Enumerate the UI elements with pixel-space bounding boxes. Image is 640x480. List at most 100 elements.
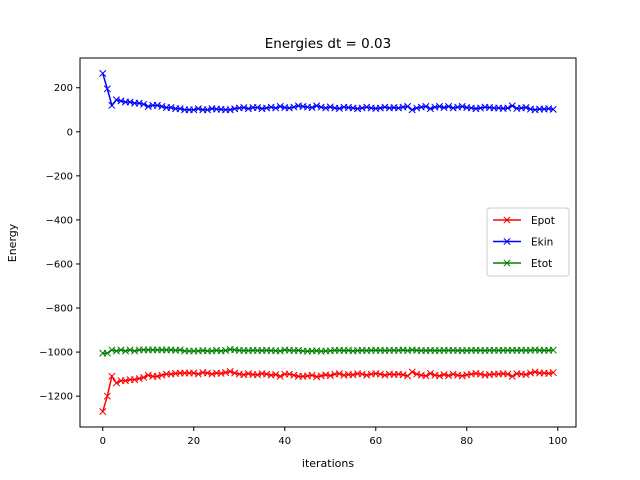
data-point-ekin <box>190 106 198 114</box>
data-point-ekin <box>103 85 111 93</box>
data-point-epot <box>449 370 457 378</box>
data-point-etot <box>108 346 116 354</box>
data-point-epot <box>240 371 248 379</box>
data-point-epot <box>194 370 202 378</box>
data-point-epot <box>408 368 416 376</box>
data-point-epot <box>208 370 216 378</box>
y-tick-label: −1000 <box>39 348 73 359</box>
data-point-epot <box>363 371 371 379</box>
data-point-epot <box>144 371 152 379</box>
data-point-epot <box>112 379 120 387</box>
series-line-ekin <box>102 73 554 111</box>
data-point-epot <box>435 372 444 380</box>
data-point-ekin <box>445 102 453 111</box>
data-point-epot <box>522 371 530 379</box>
data-point-etot <box>549 346 557 354</box>
series-etot <box>99 345 557 357</box>
legend-marker-epot <box>503 216 511 224</box>
y-tick-label: −200 <box>46 171 73 182</box>
data-point-epot <box>358 370 366 378</box>
data-point-ekin <box>276 102 284 111</box>
data-point-epot <box>99 408 107 416</box>
data-point-ekin <box>99 69 107 77</box>
y-tick-label: 200 <box>54 83 73 94</box>
data-point-ekin <box>158 102 166 111</box>
data-point-etot <box>117 346 125 354</box>
data-point-etot <box>112 347 120 355</box>
data-point-ekin <box>108 101 116 109</box>
series-line-epot <box>102 370 554 412</box>
data-point-epot <box>445 372 453 380</box>
data-point-epot <box>272 371 280 379</box>
series-line-etot <box>102 348 554 354</box>
data-point-ekin <box>308 104 316 112</box>
data-point-epot <box>413 370 421 378</box>
data-point-ekin <box>426 105 434 113</box>
data-point-ekin <box>508 102 516 110</box>
data-point-epot <box>222 369 230 377</box>
y-tick-label: 0 <box>67 127 73 138</box>
data-point-ekin <box>135 99 143 107</box>
data-point-epot <box>549 369 557 377</box>
data-point-ekin <box>226 106 234 114</box>
data-point-etot <box>131 347 139 355</box>
data-point-epot <box>108 372 116 380</box>
data-point-epot <box>335 370 343 378</box>
x-tick-label: 20 <box>187 436 200 447</box>
x-tick-label: 60 <box>369 436 382 447</box>
legend-label-epot: Epot <box>531 215 555 227</box>
y-tick-label: −1200 <box>39 392 73 403</box>
data-point-ekin <box>112 96 120 104</box>
data-point-epot <box>158 371 166 379</box>
data-point-ekin <box>240 104 248 112</box>
data-point-epot <box>349 371 357 379</box>
data-point-ekin <box>335 104 343 113</box>
data-point-etot <box>121 347 130 355</box>
data-point-ekin <box>153 101 161 109</box>
series-epot <box>99 367 557 416</box>
data-point-ekin <box>322 104 330 112</box>
data-point-epot <box>276 372 284 380</box>
x-axis-ticks: 0 20 40 60 80 100 <box>100 427 567 447</box>
data-point-epot <box>399 371 407 379</box>
data-point-ekin <box>140 100 148 108</box>
data-point-ekin <box>422 102 430 111</box>
data-point-epot <box>458 372 466 380</box>
data-point-epot <box>308 371 316 379</box>
y-tick-label: −600 <box>46 259 73 270</box>
data-point-epot <box>153 372 161 380</box>
data-point-epot <box>263 370 271 378</box>
data-point-ekin <box>176 105 184 113</box>
plot-frame <box>79 57 577 428</box>
data-point-epot <box>131 376 139 384</box>
y-axis-label: Energy <box>6 223 19 262</box>
data-point-ekin <box>167 104 175 112</box>
series-layer <box>99 69 557 416</box>
data-point-epot <box>476 370 484 378</box>
x-tick-label: 0 <box>100 436 106 447</box>
legend-box <box>486 207 570 277</box>
data-point-epot <box>440 371 448 379</box>
data-point-epot <box>226 367 234 376</box>
data-point-ekin <box>549 105 557 113</box>
data-point-ekin <box>408 106 416 114</box>
data-point-ekin <box>440 104 448 112</box>
data-point-ekin <box>203 106 211 114</box>
data-point-ekin <box>144 102 152 111</box>
legend-label-etot: Etot <box>531 258 552 270</box>
data-point-epot <box>504 370 512 378</box>
chart-title: Energies dt = 0.03 <box>265 36 391 52</box>
legend-marker-ekin <box>503 237 511 246</box>
data-point-epot <box>253 371 262 379</box>
y-tick-label: −400 <box>46 215 73 226</box>
legend-label-ekin: Ekin <box>531 237 553 249</box>
data-point-epot <box>231 369 239 377</box>
data-point-epot <box>103 392 111 400</box>
y-tick-label: −800 <box>46 304 73 315</box>
data-point-ekin <box>504 104 512 112</box>
x-tick-label: 80 <box>460 436 473 447</box>
data-point-ekin <box>290 103 298 111</box>
data-point-ekin <box>326 103 334 111</box>
data-point-etot <box>176 346 184 354</box>
